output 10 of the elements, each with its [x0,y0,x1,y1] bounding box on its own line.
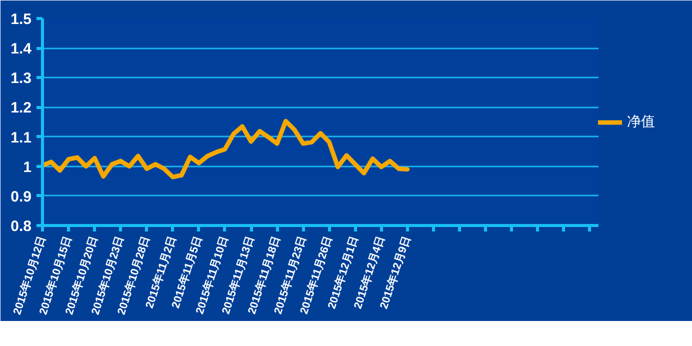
y-tick-label: 0.8 [10,218,32,235]
y-tick-label: 0.9 [10,188,32,206]
y-tick-label: 1.3 [10,70,32,88]
y-tick-label: 1.4 [10,40,32,58]
y-tick-label: 1.2 [10,100,32,117]
y-tick-label: 1.1 [10,129,32,146]
legend-label: 净值 [627,112,655,130]
y-tick-label: 1 [23,158,32,176]
line-series [42,118,410,180]
y-tick-label: 1.5 [10,11,32,28]
